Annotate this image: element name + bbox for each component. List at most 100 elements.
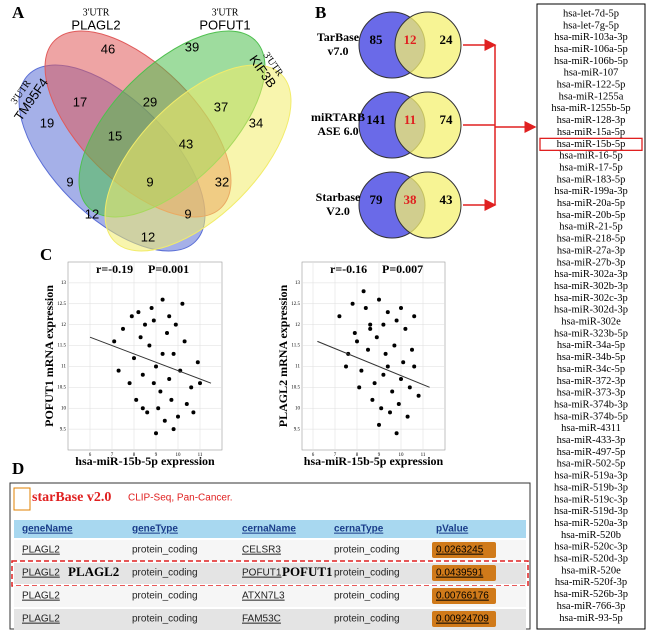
panel-label: B [315, 3, 326, 22]
venn-count: 34 [249, 115, 263, 130]
db-count: 43 [440, 192, 454, 207]
mirna: hsa-miR-302a-3p [554, 269, 628, 280]
mirna: hsa-miR-20a-5p [557, 198, 625, 209]
point [129, 314, 134, 319]
point [154, 431, 158, 436]
db-count: 12 [404, 32, 417, 47]
point [379, 406, 384, 411]
pvalue-bg [432, 611, 496, 627]
mirna: hsa-miR-519d-3p [554, 506, 628, 517]
point [167, 376, 172, 381]
mirna: hsa-miR-4311 [561, 423, 621, 434]
venn-count: 12 [141, 229, 155, 244]
cell: PLAGL2 [22, 591, 60, 602]
x-tick-label: 10 [399, 453, 405, 458]
cell: PLAGL2 [22, 568, 60, 579]
table-row [14, 540, 526, 561]
point [140, 372, 145, 377]
column-header: cernaName [242, 524, 296, 535]
point [372, 381, 377, 386]
db-count: 38 [404, 192, 418, 207]
mirna: hsa-miR-520b [561, 530, 621, 541]
cell: 0.00924709 [436, 614, 489, 625]
point [182, 339, 187, 344]
point [180, 301, 185, 306]
point [134, 397, 139, 402]
mirna: hsa-miR-34a-5p [557, 340, 625, 351]
point [195, 360, 200, 365]
venn-count: 32 [215, 174, 229, 189]
utr-label: 3'UTR [83, 7, 110, 18]
point [416, 393, 421, 398]
x-tick-label: 8 [356, 453, 359, 458]
venn-count: 12 [85, 206, 99, 221]
mirna: hsa-miR-302c-3p [554, 293, 628, 304]
point [370, 397, 375, 402]
point [156, 406, 161, 411]
column-header: geneName [22, 524, 73, 535]
pvalue-bg [432, 588, 496, 604]
mirna: hsa-miR-433-3p [557, 435, 626, 446]
mirna: hsa-miR-526b-3p [554, 589, 628, 600]
point [350, 301, 355, 306]
y-tick-label: 12 [61, 323, 67, 328]
point [165, 331, 169, 336]
y-tick-label: 13 [61, 281, 67, 286]
point [171, 351, 176, 356]
x-tick-label: 6 [312, 453, 315, 458]
plot-frame [67, 261, 223, 451]
mirna: hsa-miR-107 [564, 68, 619, 79]
cell: 0.0263245 [436, 545, 484, 556]
cell: protein_coding [132, 591, 198, 602]
point [173, 322, 178, 327]
point [385, 310, 390, 315]
mirna: hsa-miR-520c-3p [554, 542, 628, 553]
row-highlight [11, 560, 529, 587]
header-row [14, 520, 526, 538]
mirna: hsa-miR-218-5p [557, 234, 626, 245]
venn-count: 39 [185, 39, 199, 54]
r-value: r=-0.16 [330, 262, 367, 276]
mirna: hsa-miR-520d-3p [554, 554, 628, 565]
point [143, 322, 147, 327]
y-tick-label: 11.5 [291, 344, 300, 349]
cell: PLAGL2 [22, 614, 60, 625]
point [344, 364, 348, 369]
mirna: hsa-miR-103a-3p [554, 32, 628, 43]
mirna: hsa-miR-27b-3p [557, 257, 626, 268]
cell: protein_coding [334, 568, 400, 579]
p-value: P=0.001 [148, 262, 189, 276]
point [112, 339, 117, 344]
point [154, 364, 158, 369]
point [383, 351, 388, 356]
venn-count: 9 [66, 174, 73, 189]
r-value: r=-0.19 [96, 262, 133, 276]
mirna: hsa-miR-1255b-5p [551, 103, 630, 114]
point [374, 335, 379, 340]
mirna: hsa-miR-374b-5p [554, 411, 628, 422]
db-count: 141 [366, 112, 386, 127]
point [405, 414, 410, 419]
venn-count: 15 [108, 128, 122, 143]
y-tick-label: 12.5 [291, 302, 300, 307]
venn-count: 9 [184, 206, 191, 221]
point [176, 414, 180, 419]
venn-count: 37 [214, 99, 228, 114]
point [352, 331, 357, 336]
point [121, 326, 125, 331]
cell: protein_coding [132, 545, 198, 556]
table-row [14, 586, 526, 607]
point [394, 318, 399, 323]
point [169, 397, 174, 402]
mirna: hsa-miR-519c-3p [554, 494, 628, 505]
pvalue-bg [432, 542, 496, 558]
point [366, 347, 370, 352]
cell: protein_coding [334, 591, 400, 602]
point [140, 406, 145, 411]
y-label: POFUT1 mRNA expression [42, 285, 56, 427]
db-count: 24 [440, 32, 454, 47]
y-label: PLAGL2 mRNA expression [276, 284, 290, 427]
y-tick-label: 9.5 [60, 427, 67, 432]
